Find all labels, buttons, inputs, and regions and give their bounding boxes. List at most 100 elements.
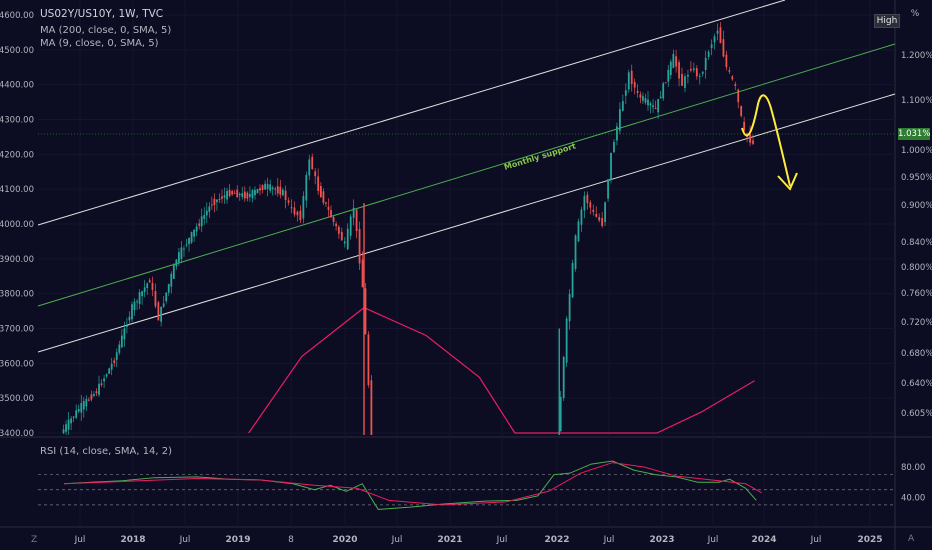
zoom-button[interactable]: Z (31, 535, 38, 545)
ma9-legend[interactable]: MA (9, close, 0, SMA, 5) (40, 38, 159, 49)
candle-body (100, 383, 103, 385)
candle-body (108, 368, 111, 374)
time-tick-label: Jul (707, 535, 719, 545)
candle-body (571, 262, 574, 298)
candle-body (364, 288, 367, 335)
auto-scale-button[interactable]: A (908, 534, 915, 544)
candle-body (90, 394, 93, 400)
candle-body (256, 188, 259, 194)
ma200-legend[interactable]: MA (200, close, 0, SMA, 5) (40, 25, 172, 36)
percent-scale-button[interactable]: % (910, 9, 920, 19)
rsi-tick-label: 80.00 (901, 463, 925, 473)
candle-body (185, 244, 188, 246)
candle-body (264, 183, 267, 190)
percent-tick-label: 1.200% (901, 51, 932, 61)
candle-body (170, 273, 173, 287)
candle-body (208, 206, 211, 212)
candle-body (243, 191, 246, 199)
time-tick-label: Jul (603, 535, 615, 545)
candle-body (118, 344, 121, 353)
percent-tick-label: 1.100% (901, 96, 932, 106)
candle-body (595, 213, 598, 217)
candle-body (290, 207, 293, 209)
candle-body (657, 99, 660, 113)
time-tick-label: 8 (288, 535, 294, 545)
high-button[interactable]: High (874, 14, 900, 28)
candle-body (154, 291, 157, 307)
candle-body (131, 304, 133, 320)
candle-body (138, 292, 141, 304)
candle-body (337, 226, 340, 234)
candle-body (210, 204, 213, 206)
candle-body (559, 397, 562, 432)
candle-body (281, 189, 284, 196)
candle-body (644, 98, 647, 103)
price-tick-label: 3900.00 (0, 255, 34, 265)
candle-body (740, 106, 743, 117)
time-tick-label: Jul (496, 535, 508, 545)
candle-body (737, 89, 740, 103)
price-tick-label: 4000.00 (0, 220, 34, 230)
candle-body (618, 109, 621, 131)
candle-body (695, 68, 698, 77)
candle-body (332, 216, 335, 222)
rsi-layer (38, 460, 895, 510)
candle-body (639, 94, 642, 98)
candle-body (642, 96, 644, 101)
time-tick-label: 2018 (120, 535, 145, 545)
candle-body (218, 199, 221, 201)
monthly-support-label: Monthly support (503, 141, 577, 171)
price-tick-label: 3600.00 (0, 359, 34, 369)
candle-body (271, 187, 274, 190)
candle-body (681, 73, 683, 86)
candle-body (238, 193, 241, 196)
candle-body (305, 174, 308, 201)
candle-body (728, 70, 731, 72)
time-tick-label: 2025 (857, 535, 882, 545)
monthly-support-line (37, 43, 896, 307)
rsi-legend[interactable]: RSI (14, close, SMA, 14, 2) (40, 446, 173, 457)
price-tick-label: 4100.00 (0, 185, 34, 195)
candle-body (87, 399, 90, 401)
candle-body (633, 81, 636, 88)
price-tick-label: 4200.00 (0, 150, 34, 160)
candle-body (613, 141, 615, 153)
candle-body (684, 76, 686, 88)
candle-body (355, 209, 358, 231)
candle-body (698, 75, 701, 77)
candle-body (113, 360, 116, 364)
price-tick-label: 3500.00 (0, 394, 34, 404)
candle-body (664, 82, 667, 84)
candle-body (621, 101, 624, 111)
candle-body (734, 84, 737, 86)
candle-body (627, 72, 630, 90)
candle-body (231, 191, 234, 195)
candle-body (70, 418, 73, 424)
candle-body (616, 126, 618, 141)
chart-symbol-title[interactable]: US02Y/US10Y, 1W, TVC (40, 8, 164, 20)
candle-body (743, 121, 746, 131)
candle-body (293, 207, 296, 215)
percent-tick-label: 0.720% (901, 318, 932, 328)
candle-body (246, 192, 249, 199)
candle-body (367, 334, 370, 386)
candle-body (601, 218, 604, 226)
price-tick-label: 4300.00 (0, 116, 34, 126)
candle-body (126, 325, 128, 327)
candle-body (704, 57, 707, 71)
candle-body (205, 210, 208, 216)
candle-body (103, 378, 105, 382)
candle-body (95, 391, 98, 394)
candle-body (216, 199, 218, 203)
candle-body (248, 194, 251, 197)
candle-body (136, 301, 138, 303)
candle-body (228, 189, 231, 197)
projection-arrowhead (777, 172, 798, 191)
channel-lower-line (37, 93, 896, 353)
candle-body (562, 356, 565, 399)
candle-body (604, 202, 607, 223)
candle-body (75, 410, 78, 418)
candle-body (308, 159, 311, 176)
candle-body (678, 62, 680, 79)
